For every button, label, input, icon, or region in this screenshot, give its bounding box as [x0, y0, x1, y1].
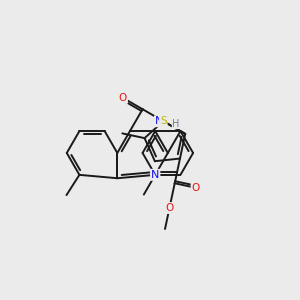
- Text: O: O: [192, 183, 200, 193]
- Text: S: S: [160, 116, 167, 126]
- Text: N: N: [155, 116, 164, 126]
- Text: N: N: [151, 170, 159, 180]
- Text: H: H: [172, 118, 180, 129]
- Text: O: O: [165, 203, 174, 213]
- Text: O: O: [119, 93, 127, 103]
